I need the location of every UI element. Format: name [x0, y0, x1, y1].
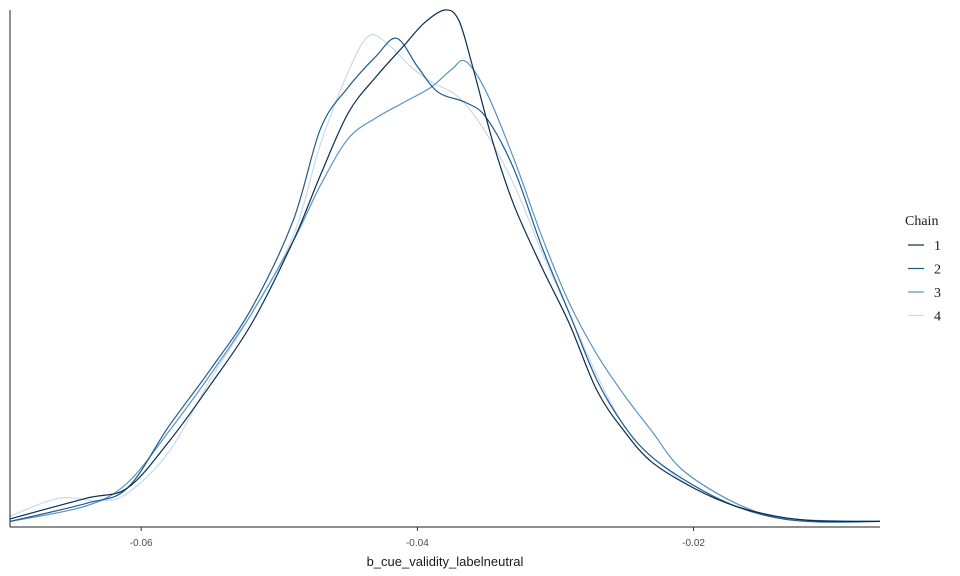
legend-label-chain-3: 3 — [934, 286, 941, 301]
legend: Chain 1 2 3 4 — [905, 214, 941, 325]
density-line-chain-1 — [9, 9, 881, 523]
x-axis-ticks: -0.06 -0.04 -0.02 — [130, 527, 705, 549]
legend-label-chain-4: 4 — [934, 310, 941, 325]
x-axis-title: b_cue_validity_labelneutral — [367, 554, 524, 569]
legend-title: Chain — [905, 214, 938, 229]
density-line-chain-4 — [9, 34, 881, 523]
x-tick-label: -0.04 — [406, 538, 429, 549]
legend-items: 1 2 3 4 — [908, 239, 941, 325]
legend-label-chain-2: 2 — [934, 263, 941, 278]
density-curves — [9, 9, 881, 523]
legend-label-chain-1: 1 — [934, 239, 941, 254]
x-tick-label: -0.06 — [130, 538, 153, 549]
density-line-chain-2 — [9, 37, 881, 523]
density-line-chain-3 — [9, 59, 881, 522]
x-tick-label: -0.02 — [682, 538, 705, 549]
